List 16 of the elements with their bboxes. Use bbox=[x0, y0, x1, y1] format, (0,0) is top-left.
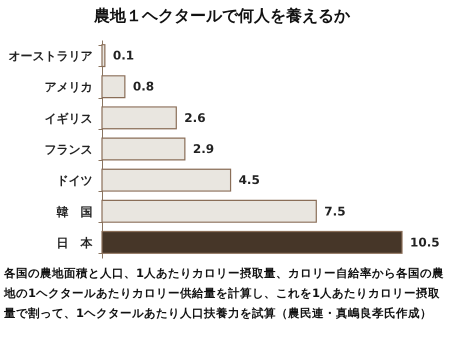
y-tick-label: フランス bbox=[44, 142, 92, 156]
text: 各国の農地面積と人口、1人あたりカロリー摂取量、カロリー自給率から各国の農地の1ヘクタールあたりカロリー供給量を計算し、これを1人あたりカロリー摂取量で割って、1ヘクタールあたり人口扶養力を試算（農民連・真嶋良孝氏作成） bbox=[3, 266, 444, 320]
data-label: 2.6 bbox=[184, 110, 206, 125]
data-label: 4.5 bbox=[238, 173, 260, 188]
data-label: 0.8 bbox=[132, 80, 154, 94]
data-label: 0.1 bbox=[112, 48, 134, 63]
chart-title: 農地１ヘクタールで何人を養えるか bbox=[93, 6, 351, 25]
y-tick-label: 日 本 bbox=[56, 236, 94, 250]
data-label: 2.9 bbox=[192, 142, 214, 156]
y-tick-label: イギリス bbox=[44, 111, 92, 126]
data-label: 10.5 bbox=[410, 235, 440, 250]
y-tick-label: ドイツ bbox=[56, 174, 92, 188]
y-tick-label: 韓 国 bbox=[56, 204, 92, 219]
y-tick-label: オーストラリア bbox=[8, 49, 92, 64]
y-tick-label: アメリカ bbox=[44, 80, 92, 94]
data-label: 7.5 bbox=[324, 204, 346, 218]
